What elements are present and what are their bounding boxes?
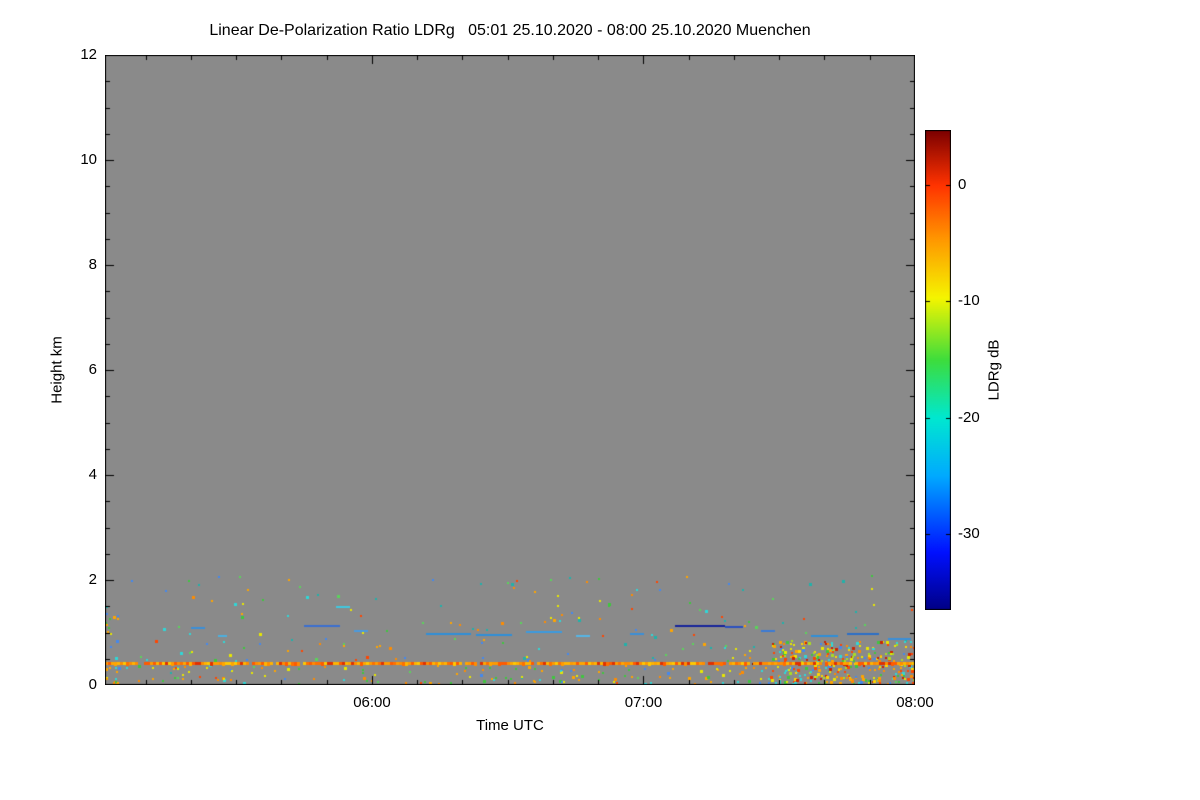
y-tick-label: 4 xyxy=(88,466,97,483)
colorbar-tick-label: -20 xyxy=(958,408,980,426)
x-tick-label: 08:00 xyxy=(896,694,934,711)
x-axis-label: Time UTC xyxy=(476,717,544,734)
y-tick-label: 12 xyxy=(80,46,97,63)
colorbar-tick-label: -10 xyxy=(958,292,980,310)
colorbar-label: LDRg dB xyxy=(985,339,1003,401)
heatmap-canvas xyxy=(105,55,915,685)
x-tick-label: 07:00 xyxy=(624,694,663,711)
y-tick-label: 8 xyxy=(88,256,97,273)
x-tick-label: 06:00 xyxy=(353,694,391,711)
y-tick-label: 0 xyxy=(88,676,97,693)
y-tick-label: 2 xyxy=(88,571,97,588)
y-tick-label: 10 xyxy=(80,151,97,168)
colorbar xyxy=(925,130,951,610)
chart-title: Linear De-Polarization Ratio LDRg 05:01 … xyxy=(209,22,811,39)
colorbar-tick-label: -30 xyxy=(958,525,980,543)
colorbar-tick-label: 0 xyxy=(958,175,967,193)
y-tick-label: 6 xyxy=(88,361,97,378)
